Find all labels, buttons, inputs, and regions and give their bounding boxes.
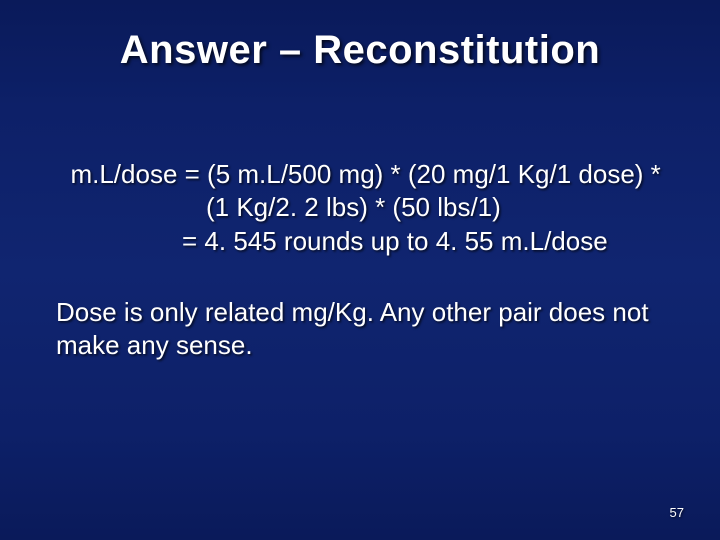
explanation-text: Dose is only related mg/Kg. Any other pa…	[56, 296, 664, 363]
slide-title: Answer – Reconstitution	[0, 28, 720, 73]
equation-line-1: m.L/dose = (5 m.L/500 mg) * (20 mg/1 Kg/…	[56, 158, 664, 191]
equation-line-3: = 4. 545 rounds up to 4. 55 m.L/dose	[56, 225, 664, 258]
slide: Answer – Reconstitution m.L/dose = (5 m.…	[0, 0, 720, 540]
slide-body: m.L/dose = (5 m.L/500 mg) * (20 mg/1 Kg/…	[56, 158, 664, 362]
equation-block: m.L/dose = (5 m.L/500 mg) * (20 mg/1 Kg/…	[56, 158, 664, 258]
equation-line-2: (1 Kg/2. 2 lbs) * (50 lbs/1)	[56, 191, 664, 224]
page-number: 57	[670, 505, 684, 520]
